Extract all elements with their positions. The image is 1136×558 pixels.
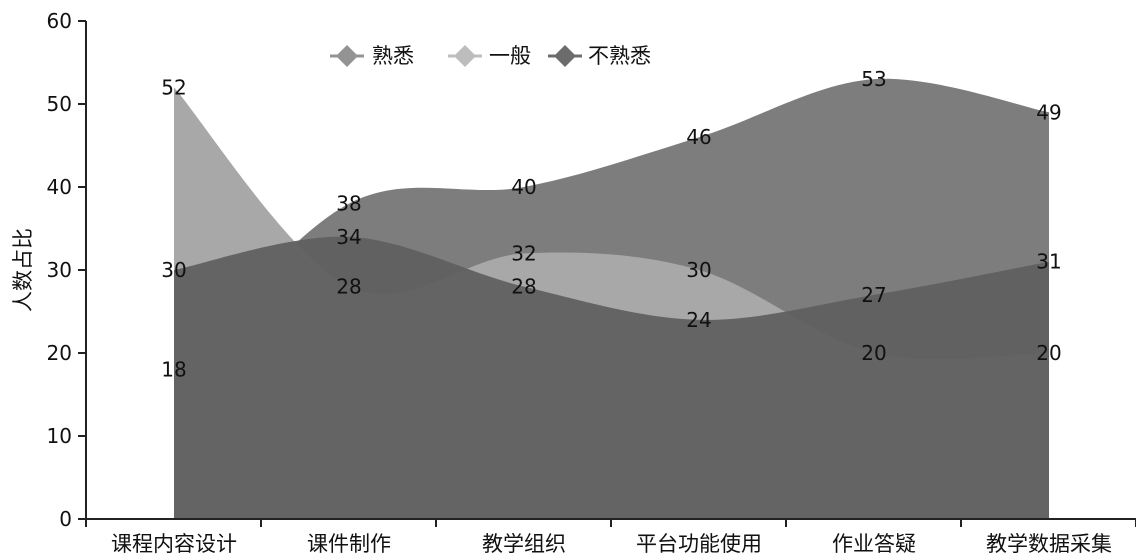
legend-diamond-icon [336, 45, 358, 67]
data-labels: 18 38 40 46 53 49 52 28 32 30 20 20 30 34 28 24 27 31 [161, 67, 1061, 382]
y-tick-label: 50 [47, 92, 72, 116]
y-axis-title: 人数占比 [11, 228, 35, 312]
data-label-3: 34 [336, 225, 361, 249]
y-tick-label: 30 [47, 258, 72, 282]
x-tick-label: 教学数据采集 [986, 532, 1112, 554]
legend-label: 不熟悉 [588, 44, 651, 68]
data-label-2: 20 [1036, 341, 1061, 365]
data-label-1: 49 [1036, 100, 1061, 124]
data-label-2: 20 [861, 341, 886, 365]
series-areas [174, 78, 1049, 520]
data-label-1: 18 [161, 358, 186, 382]
data-label-3: 30 [161, 258, 186, 282]
x-tick-label: 教学组织 [482, 532, 566, 554]
data-label-3: 27 [861, 283, 886, 307]
data-label-1: 46 [686, 125, 711, 149]
data-label-1: 53 [861, 67, 886, 91]
data-label-1: 38 [336, 192, 361, 216]
area-series-3 [174, 236, 1049, 519]
data-label-1: 40 [511, 175, 536, 199]
legend-item: 一般 [448, 44, 531, 68]
legend-label: 一般 [489, 44, 531, 68]
x-tick-label: 平台功能使用 [636, 532, 762, 554]
y-tick-label: 60 [47, 9, 72, 33]
y-tick-label: 0 [59, 507, 72, 531]
legend-item: 不熟悉 [548, 44, 651, 68]
x-tick-label: 作业答疑 [832, 532, 916, 554]
axes: 0 10 20 30 40 50 60 课程内容设计 课件制作 教学组织 平台功能使用 作业答疑 教学数… [11, 9, 1136, 556]
legend-diamond-icon [554, 45, 576, 67]
data-label-2: 30 [686, 258, 711, 282]
y-tick-label: 40 [47, 175, 72, 199]
legend-diamond-icon [454, 45, 476, 67]
x-tick-label: 课程内容设计 [111, 532, 237, 554]
data-label-2: 28 [336, 275, 361, 299]
y-tick-label: 20 [47, 341, 72, 365]
data-label-2: 32 [511, 241, 536, 265]
data-label-3: 31 [1036, 250, 1061, 274]
legend: 熟悉 一般 不熟悉 [330, 44, 651, 68]
data-label-3: 24 [686, 308, 711, 332]
y-tick-label: 10 [47, 424, 72, 448]
legend-item: 熟悉 [330, 44, 414, 68]
data-label-2: 52 [161, 75, 186, 99]
legend-label: 熟悉 [372, 44, 414, 68]
x-tick-label: 课件制作 [307, 532, 391, 554]
data-label-3: 28 [511, 275, 536, 299]
